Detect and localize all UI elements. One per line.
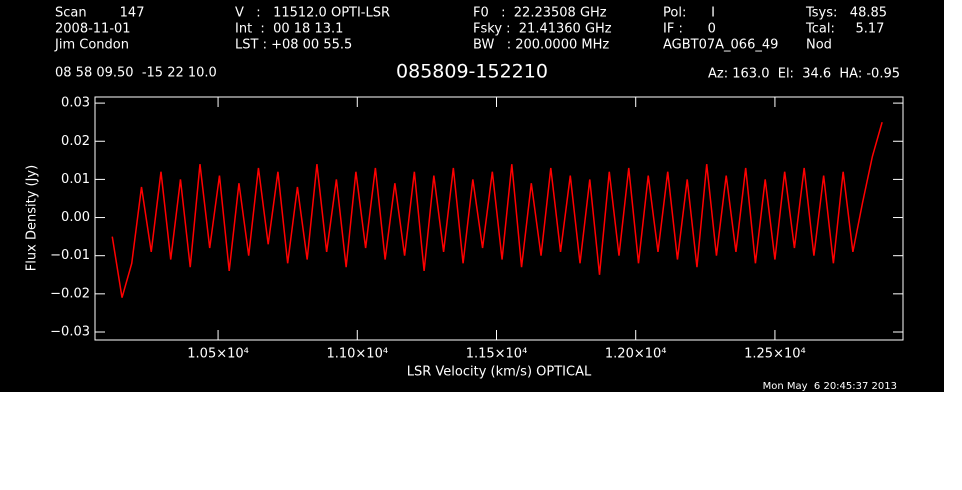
- x-tick-label: 1.25×10⁴: [744, 347, 806, 362]
- header-text: IF : 0: [663, 22, 716, 37]
- header-text: F0 : 22.23508 GHz: [473, 6, 607, 21]
- y-tick-label: 0.02: [61, 134, 90, 149]
- timestamp: Mon May 6 20:45:37 2013: [763, 381, 897, 392]
- header-text: Fsky : 21.41360 GHz: [473, 22, 612, 37]
- y-tick-label: 0.03: [61, 96, 90, 111]
- x-tick-label: 1.05×10⁴: [187, 347, 249, 362]
- x-tick-label: 1.15×10⁴: [466, 347, 528, 362]
- y-axis-title: Flux Density (Jy): [25, 165, 40, 271]
- x-axis-title: LSR Velocity (km/s) OPTICAL: [407, 365, 592, 380]
- spectrum-line: [111, 121, 883, 298]
- header-text: Pol: I: [663, 6, 715, 21]
- chart-title: 085809-152210: [396, 61, 548, 83]
- plot-frame: [94, 96, 904, 341]
- x-tick-label: 1.20×10⁴: [605, 347, 667, 362]
- x-tick-label: 1.10×10⁴: [326, 347, 388, 362]
- source-position: 08 58 09.50 -15 22 10.0: [55, 66, 217, 81]
- header-text: BW : 200.0000 MHz: [473, 38, 609, 53]
- header-text: LST : +08 00 55.5: [235, 38, 352, 53]
- header-text: V : 11512.0 OPTI-LSR: [235, 6, 390, 21]
- header-text: Nod: [806, 38, 832, 53]
- header-text: 2008-11-01: [55, 22, 131, 37]
- header-text: Tsys: 48.85: [805, 6, 887, 21]
- header-text: Int : 00 18 13.1: [235, 22, 343, 37]
- y-tick-label: −0.02: [50, 286, 90, 301]
- pointing: Az: 163.0 El: 34.6 HA: -0.95: [708, 67, 900, 82]
- y-tick-label: −0.03: [50, 324, 90, 339]
- header-text: Jim Condon: [54, 38, 129, 53]
- header-text: Tcal: 5.17: [805, 22, 884, 37]
- plot-background: [0, 0, 944, 392]
- header-text: Scan 147: [55, 6, 144, 21]
- y-tick-label: −0.01: [50, 248, 90, 263]
- y-tick-label: 0.00: [61, 210, 90, 225]
- header-text: AGBT07A_066_49: [663, 38, 778, 53]
- y-tick-label: 0.01: [61, 172, 90, 187]
